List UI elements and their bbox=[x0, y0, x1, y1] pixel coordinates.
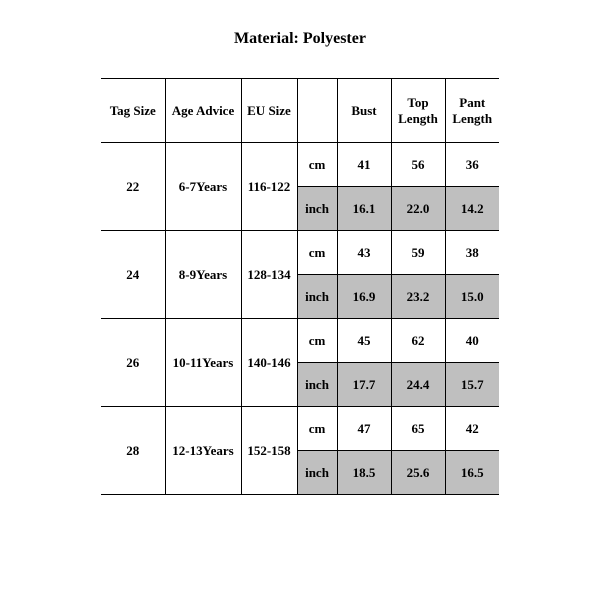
cell-pant-length-inch: 14.2 bbox=[445, 187, 499, 231]
cell-tag-size: 22 bbox=[101, 143, 165, 231]
cell-top-length-inch: 23.2 bbox=[391, 275, 445, 319]
sizing-chart: Material: Polyester Tag Size Age Advice … bbox=[0, 0, 600, 600]
col-tag-size: Tag Size bbox=[101, 79, 165, 143]
cell-pant-length-inch: 15.7 bbox=[445, 363, 499, 407]
col-bust: Bust bbox=[337, 79, 391, 143]
cell-unit-cm: cm bbox=[297, 407, 337, 451]
cell-top-length-cm: 56 bbox=[391, 143, 445, 187]
cell-unit-cm: cm bbox=[297, 143, 337, 187]
cell-unit-cm: cm bbox=[297, 231, 337, 275]
cell-unit-inch: inch bbox=[297, 187, 337, 231]
cell-age-advice: 12-13Years bbox=[165, 407, 241, 495]
cell-tag-size: 28 bbox=[101, 407, 165, 495]
cell-eu-size: 128-134 bbox=[241, 231, 297, 319]
cell-unit-inch: inch bbox=[297, 451, 337, 495]
cell-pant-length-inch: 15.0 bbox=[445, 275, 499, 319]
cell-top-length-inch: 22.0 bbox=[391, 187, 445, 231]
cell-top-length-inch: 24.4 bbox=[391, 363, 445, 407]
table-header-row: Tag Size Age Advice EU Size Bust Top Len… bbox=[101, 79, 499, 143]
cell-eu-size: 140-146 bbox=[241, 319, 297, 407]
cell-bust-inch: 16.1 bbox=[337, 187, 391, 231]
table-row: 26 10-11Years 140-146 cm 45 62 40 bbox=[101, 319, 499, 363]
col-unit-blank bbox=[297, 79, 337, 143]
cell-bust-cm: 47 bbox=[337, 407, 391, 451]
cell-bust-cm: 45 bbox=[337, 319, 391, 363]
col-eu-size: EU Size bbox=[241, 79, 297, 143]
cell-eu-size: 116-122 bbox=[241, 143, 297, 231]
size-table: Tag Size Age Advice EU Size Bust Top Len… bbox=[101, 78, 499, 495]
cell-top-length-cm: 65 bbox=[391, 407, 445, 451]
cell-pant-length-cm: 38 bbox=[445, 231, 499, 275]
table-row: 28 12-13Years 152-158 cm 47 65 42 bbox=[101, 407, 499, 451]
cell-pant-length-cm: 40 bbox=[445, 319, 499, 363]
cell-bust-cm: 43 bbox=[337, 231, 391, 275]
cell-age-advice: 8-9Years bbox=[165, 231, 241, 319]
page-title: Material: Polyester bbox=[0, 30, 600, 48]
cell-tag-size: 26 bbox=[101, 319, 165, 407]
col-age-advice: Age Advice bbox=[165, 79, 241, 143]
col-top-length: Top Length bbox=[391, 79, 445, 143]
col-pant-length: Pant Length bbox=[445, 79, 499, 143]
cell-pant-length-cm: 36 bbox=[445, 143, 499, 187]
cell-unit-inch: inch bbox=[297, 363, 337, 407]
cell-top-length-inch: 25.6 bbox=[391, 451, 445, 495]
table-row: 22 6-7Years 116-122 cm 41 56 36 bbox=[101, 143, 499, 187]
table-row: 24 8-9Years 128-134 cm 43 59 38 bbox=[101, 231, 499, 275]
cell-age-advice: 10-11Years bbox=[165, 319, 241, 407]
cell-top-length-cm: 62 bbox=[391, 319, 445, 363]
cell-eu-size: 152-158 bbox=[241, 407, 297, 495]
cell-pant-length-cm: 42 bbox=[445, 407, 499, 451]
cell-bust-cm: 41 bbox=[337, 143, 391, 187]
cell-tag-size: 24 bbox=[101, 231, 165, 319]
cell-bust-inch: 18.5 bbox=[337, 451, 391, 495]
cell-unit-cm: cm bbox=[297, 319, 337, 363]
cell-bust-inch: 17.7 bbox=[337, 363, 391, 407]
cell-pant-length-inch: 16.5 bbox=[445, 451, 499, 495]
cell-top-length-cm: 59 bbox=[391, 231, 445, 275]
size-table-body: 22 6-7Years 116-122 cm 41 56 36 inch 16.… bbox=[101, 143, 499, 495]
cell-bust-inch: 16.9 bbox=[337, 275, 391, 319]
cell-unit-inch: inch bbox=[297, 275, 337, 319]
cell-age-advice: 6-7Years bbox=[165, 143, 241, 231]
